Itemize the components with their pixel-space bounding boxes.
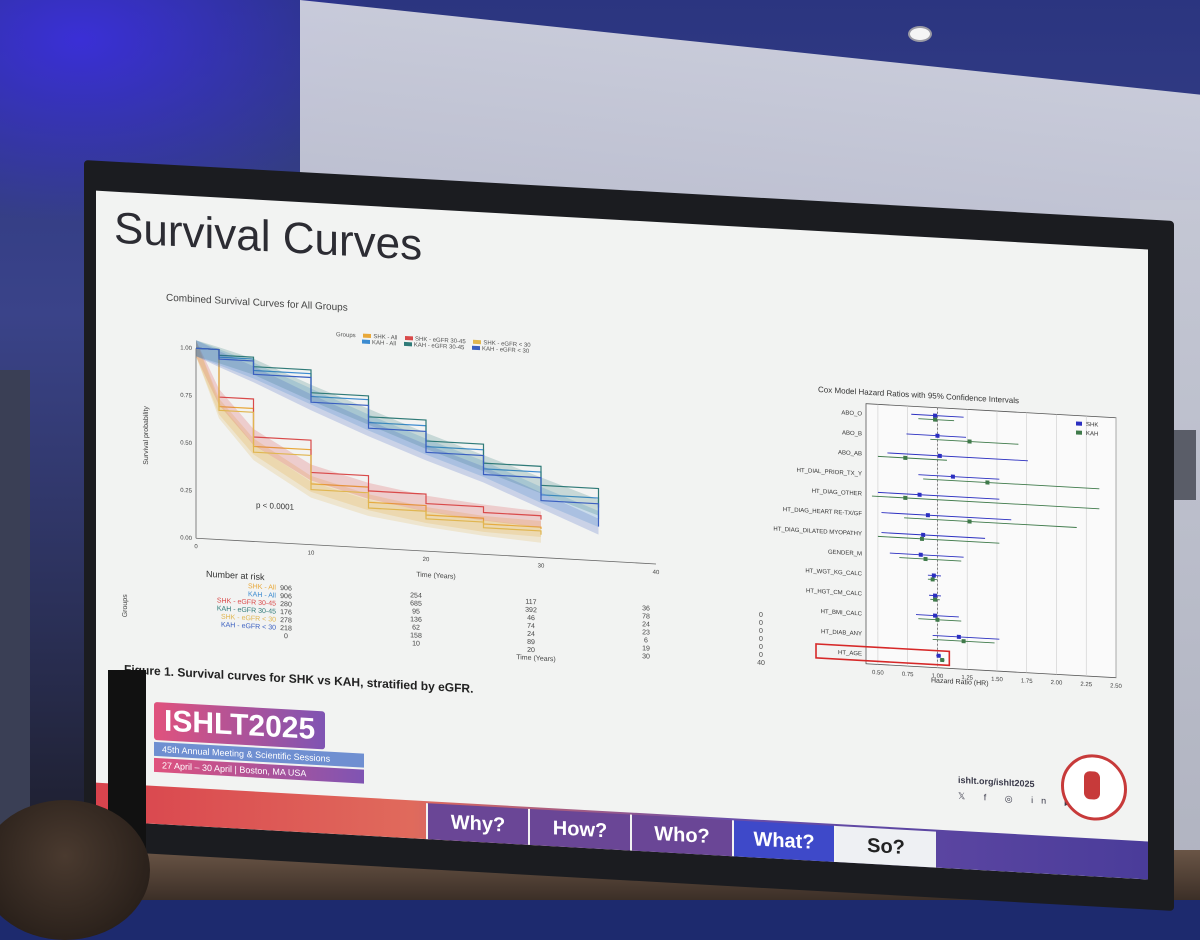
ishlt-logo: ISHLT2025 45th Annual Meeting & Scientif… (154, 702, 364, 784)
forest-xtick: 0.75 (902, 672, 914, 679)
km-chart-title: Combined Survival Curves for All Groups (166, 293, 348, 314)
risk-table-title: Number at risk (206, 569, 265, 582)
forest-category-label: GENDER_M (828, 550, 862, 558)
forest-point (920, 537, 924, 541)
forest-category-label: HT_WGT_KG_CALC (805, 568, 862, 577)
km-xtick: 10 (308, 551, 315, 557)
left-curtain (0, 370, 30, 850)
forest-category-label: HT_DIAG_HEART RE-TX/GF (783, 507, 862, 517)
forest-point (903, 456, 907, 460)
logo-text: ISHLT2025 (154, 702, 325, 750)
tab-who[interactable]: Who? (630, 815, 732, 857)
forest-point (968, 439, 972, 443)
km-ytick: 0.75 (180, 393, 192, 400)
forest-point (919, 553, 923, 557)
slide-title: Survival Curves (114, 204, 422, 271)
forest-xtick: 1.50 (991, 677, 1003, 684)
forest-point (962, 639, 966, 643)
forest-category-label: HT_HGT_CM_CALC (806, 588, 863, 597)
forest-category-label: HT_DIAB_ANY (821, 629, 862, 637)
km-xlabel: Time (Years) (416, 572, 456, 581)
ceiling-light (908, 26, 932, 42)
forest-category-label: HT_BMI_CALC (821, 609, 863, 617)
forest-point (933, 413, 937, 417)
forest-point (932, 573, 936, 577)
forest-point (985, 480, 989, 484)
forest-plot-area (866, 404, 1116, 678)
km-ytick: 0.50 (180, 440, 192, 447)
forest-category-label: HT_DIAG_OTHER (812, 489, 863, 498)
forest-point (968, 519, 972, 523)
forest-xtick: 1.75 (1021, 678, 1033, 685)
forest-xtick: 2.00 (1051, 680, 1063, 687)
km-xtick: 20 (423, 557, 430, 563)
forest-legend-label: SHK (1086, 422, 1098, 429)
forest-point (931, 577, 935, 581)
forest-category-label: ABO_AB (838, 450, 862, 457)
forest-xtick: 0.50 (872, 670, 884, 677)
km-ytick: 0.25 (180, 488, 192, 495)
forest-point (937, 654, 941, 658)
forest-point (921, 533, 925, 537)
forest-point (933, 613, 937, 617)
forest-category-label: HT_DIAL_PRIOR_TX_Y (797, 468, 862, 478)
forest-point (933, 417, 937, 421)
forest-point (933, 593, 937, 597)
km-xtick: 30 (538, 563, 545, 569)
risk-table-axis-label: Groups (122, 594, 129, 617)
forest-legend-swatch (1076, 421, 1082, 425)
km-ylabel: Survival probability (143, 405, 150, 465)
km-xtick: 40 (653, 570, 660, 576)
km-xtick: 0 (194, 544, 198, 550)
forest-point (951, 474, 955, 478)
forest-point (940, 658, 944, 662)
forest-xtick: 2.25 (1080, 682, 1092, 689)
forest-category-label: HT_AGE (838, 650, 862, 657)
figure-caption: Figure 1. Survival curves for SHK vs KAH… (124, 662, 473, 696)
tab-how[interactable]: How? (528, 809, 630, 851)
slide: Survival Curves Combined Survival Curves… (96, 191, 1148, 880)
forest-point (924, 557, 928, 561)
km-ytick: 0.00 (180, 535, 192, 542)
society-seal-icon (1061, 753, 1127, 823)
forest-point (933, 597, 937, 601)
forest-point (935, 618, 939, 622)
forest-point (903, 496, 907, 500)
forest-point (926, 513, 930, 517)
forest-legend-label: KAH (1086, 431, 1098, 438)
tab-so[interactable]: So? (834, 826, 936, 868)
forest-point (935, 434, 939, 438)
tab-why[interactable]: Why? (426, 803, 528, 845)
km-ytick: 1.00 (180, 345, 192, 352)
website-link[interactable]: ishlt.org/ishlt2025 (958, 775, 1035, 789)
tab-what[interactable]: What? (732, 820, 834, 862)
km-chart: Survival probability Time (Years) p < 0.… (136, 325, 696, 596)
forest-point (957, 635, 961, 639)
forest-point (938, 454, 942, 458)
forest-legend-swatch (1076, 430, 1082, 434)
forest-xtick: 2.50 (1110, 683, 1122, 690)
projection-screen: Survival Curves Combined Survival Curves… (84, 160, 1174, 911)
forest-point (918, 493, 922, 497)
km-pvalue: p < 0.0001 (256, 501, 295, 512)
forest-category-label: ABO_B (842, 430, 862, 437)
forest-category-label: ABO_O (841, 410, 862, 417)
forest-category-label: HT_DIAG_DILATED MYOPATHY (773, 527, 862, 538)
